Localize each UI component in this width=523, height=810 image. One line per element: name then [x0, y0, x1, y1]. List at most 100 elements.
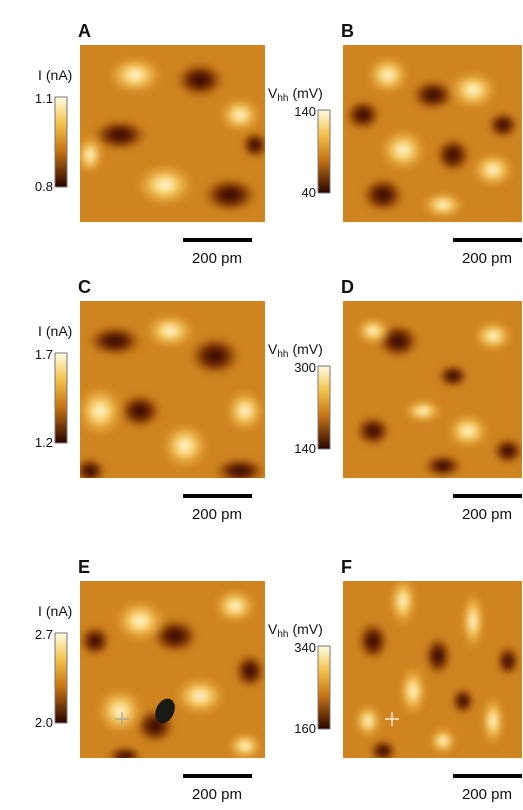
- unit: (nA): [46, 323, 72, 339]
- panel-label: E: [78, 557, 90, 577]
- quantity: I: [38, 603, 42, 619]
- dark-spot: [234, 653, 265, 689]
- panel-label: D: [341, 277, 354, 297]
- image-features: [355, 317, 522, 478]
- colorbar-min: 140: [294, 441, 316, 456]
- scale-bar: [183, 494, 252, 498]
- bright-spot: [366, 55, 410, 95]
- dark-spot: [241, 131, 265, 159]
- panel-label: A: [78, 21, 91, 41]
- dark-defect: [155, 698, 175, 724]
- stm-image: [80, 581, 265, 758]
- quantity: V: [268, 621, 278, 637]
- bright-spot: [429, 727, 457, 755]
- dark-spot: [369, 739, 397, 758]
- stm-image: [343, 301, 522, 478]
- panel: C I (nA) 1.7 1.2 200 pm: [35, 277, 265, 523]
- dark-spot: [92, 119, 148, 151]
- colorbar-min: 0.8: [35, 179, 53, 194]
- colorbar-title: Vhh (mV): [268, 621, 323, 640]
- dark-spot: [189, 336, 241, 376]
- unit: (mV): [292, 341, 322, 357]
- colorbar-max: 300: [294, 360, 316, 375]
- bright-spot: [354, 703, 382, 739]
- panel: F Vhh (mV) 340 160 200 pm: [268, 557, 522, 803]
- stm-image: [343, 581, 522, 758]
- bright-spot: [114, 599, 166, 643]
- scale-bar-label: 200 pm: [192, 250, 242, 267]
- quantity: V: [268, 85, 278, 101]
- bright-spot: [144, 313, 196, 349]
- dark-spot: [175, 62, 225, 98]
- dark-spot: [80, 625, 111, 657]
- bright-spot: [218, 97, 262, 133]
- colorbar-max: 340: [294, 640, 316, 655]
- bright-spot: [107, 55, 163, 95]
- stm-image: [80, 45, 265, 222]
- bright-spot: [379, 128, 427, 172]
- unit: (mV): [292, 621, 322, 637]
- scale-bar-label: 200 pm: [462, 250, 512, 267]
- bright-spot: [355, 317, 391, 345]
- quantity: V: [268, 341, 278, 357]
- scale-bar: [183, 774, 252, 778]
- bright-spot: [473, 320, 513, 352]
- bright-spot: [446, 413, 490, 449]
- bright-spot: [461, 591, 485, 651]
- panel-label: C: [78, 277, 91, 297]
- colorbar-title: Vhh (mV): [268, 341, 323, 360]
- colorbar-min: 40: [302, 185, 316, 200]
- colorbar-max: 2.7: [35, 627, 53, 642]
- bright-spot: [225, 389, 265, 433]
- bright-spot: [174, 676, 226, 716]
- dark-spot: [487, 111, 519, 139]
- image-features: [354, 581, 520, 758]
- bright-spot: [481, 695, 505, 747]
- dark-spot: [437, 364, 469, 388]
- bright-spot: [448, 70, 498, 110]
- dark-spot: [357, 621, 389, 661]
- image-features: [80, 55, 265, 213]
- scale-bar-label: 200 pm: [192, 506, 242, 523]
- dark-spot: [80, 457, 106, 478]
- image-features: [80, 313, 265, 478]
- scale-bar-label: 200 pm: [192, 786, 242, 803]
- bright-spot: [80, 385, 124, 437]
- colorbar-title: I (nA): [38, 67, 72, 83]
- bright-spot: [389, 581, 417, 627]
- bright-spot: [399, 665, 427, 717]
- stm-image: [343, 45, 522, 222]
- stm-image: [80, 301, 265, 478]
- subscript: hh: [277, 629, 288, 640]
- dark-spot: [435, 137, 471, 173]
- dark-spot: [424, 636, 452, 676]
- panel: A I (nA) 1.1 0.8 200 pm: [35, 21, 265, 267]
- colorbar-title: I (nA): [38, 603, 72, 619]
- bright-spot: [421, 191, 465, 219]
- panel: B Vhh (mV) 140 40 200 pm: [268, 21, 522, 267]
- bright-spot: [213, 588, 257, 624]
- quantity: I: [38, 67, 42, 83]
- bright-spot: [161, 422, 209, 470]
- colorbar-min: 160: [294, 721, 316, 736]
- dark-spot: [411, 79, 455, 111]
- panel-label: B: [341, 21, 354, 41]
- dark-spot: [87, 325, 143, 357]
- dark-spot: [202, 177, 258, 213]
- colorbar-title: I (nA): [38, 323, 72, 339]
- dark-spot: [451, 687, 475, 715]
- panel: E I (nA) 2.7 2.0 200 pm: [35, 557, 265, 803]
- unit: (nA): [46, 603, 72, 619]
- bright-spot: [403, 399, 443, 423]
- dark-spot: [492, 437, 522, 465]
- colorbar-max: 1.1: [35, 91, 53, 106]
- dark-spot: [118, 393, 162, 429]
- bright-spot: [96, 687, 144, 735]
- subscript: hh: [277, 349, 288, 360]
- bright-spot: [80, 135, 104, 175]
- colorbar-title: Vhh (mV): [268, 85, 323, 104]
- quantity: I: [38, 323, 42, 339]
- scale-bar-label: 200 pm: [462, 786, 512, 803]
- scale-bar: [453, 494, 522, 498]
